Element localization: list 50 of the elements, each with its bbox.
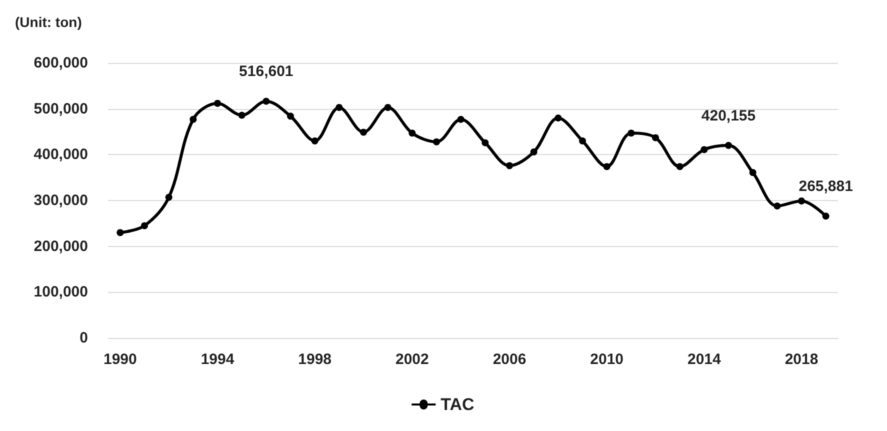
point [774, 202, 781, 210]
annotation: 420,155 [701, 107, 756, 124]
point [579, 137, 586, 144]
point [311, 137, 318, 144]
point [262, 98, 270, 105]
point [384, 104, 392, 111]
x-tick-label: 1998 [298, 351, 332, 368]
x-tick-label: 1994 [200, 351, 235, 368]
y-tick-label: 200,000 [34, 238, 88, 255]
x-tick-label: 2010 [590, 351, 624, 368]
point [287, 112, 294, 120]
y-tick-label: 0 [80, 330, 88, 346]
point [554, 114, 562, 122]
point [530, 148, 538, 156]
point [652, 134, 659, 142]
y-axis-title: (Unit: ton) [15, 14, 82, 30]
point [336, 104, 343, 111]
point [725, 142, 732, 149]
point [141, 222, 148, 230]
y-tick-label: 600,000 [34, 54, 88, 72]
point [116, 229, 124, 236]
point [506, 162, 513, 170]
point [214, 100, 221, 107]
point [603, 163, 610, 170]
x-tick-label: 1990 [103, 351, 137, 368]
point [700, 146, 708, 154]
point [676, 163, 684, 170]
point [433, 138, 440, 146]
legend-label: TAC [440, 395, 474, 414]
point [238, 112, 246, 119]
point [628, 130, 635, 137]
point [822, 212, 830, 220]
point [360, 128, 367, 136]
annotation: 265,881 [798, 178, 853, 196]
point [457, 116, 464, 123]
x-tick-label: 2018 [784, 351, 818, 368]
point [408, 130, 416, 137]
y-tick-label: 400,000 [34, 146, 88, 164]
point [749, 169, 756, 176]
point [165, 194, 172, 201]
x-tick-label: 2006 [492, 351, 526, 368]
x-tick-label: 2014 [687, 351, 722, 368]
y-tick-label: 300,000 [34, 192, 88, 209]
annotation: 516,601 [239, 63, 294, 80]
point [482, 139, 489, 146]
y-tick-label: 100,000 [34, 284, 88, 301]
x-tick-label: 2002 [395, 351, 429, 368]
y-tick-label: 500,000 [34, 100, 88, 118]
point [798, 197, 805, 204]
point [190, 116, 197, 123]
